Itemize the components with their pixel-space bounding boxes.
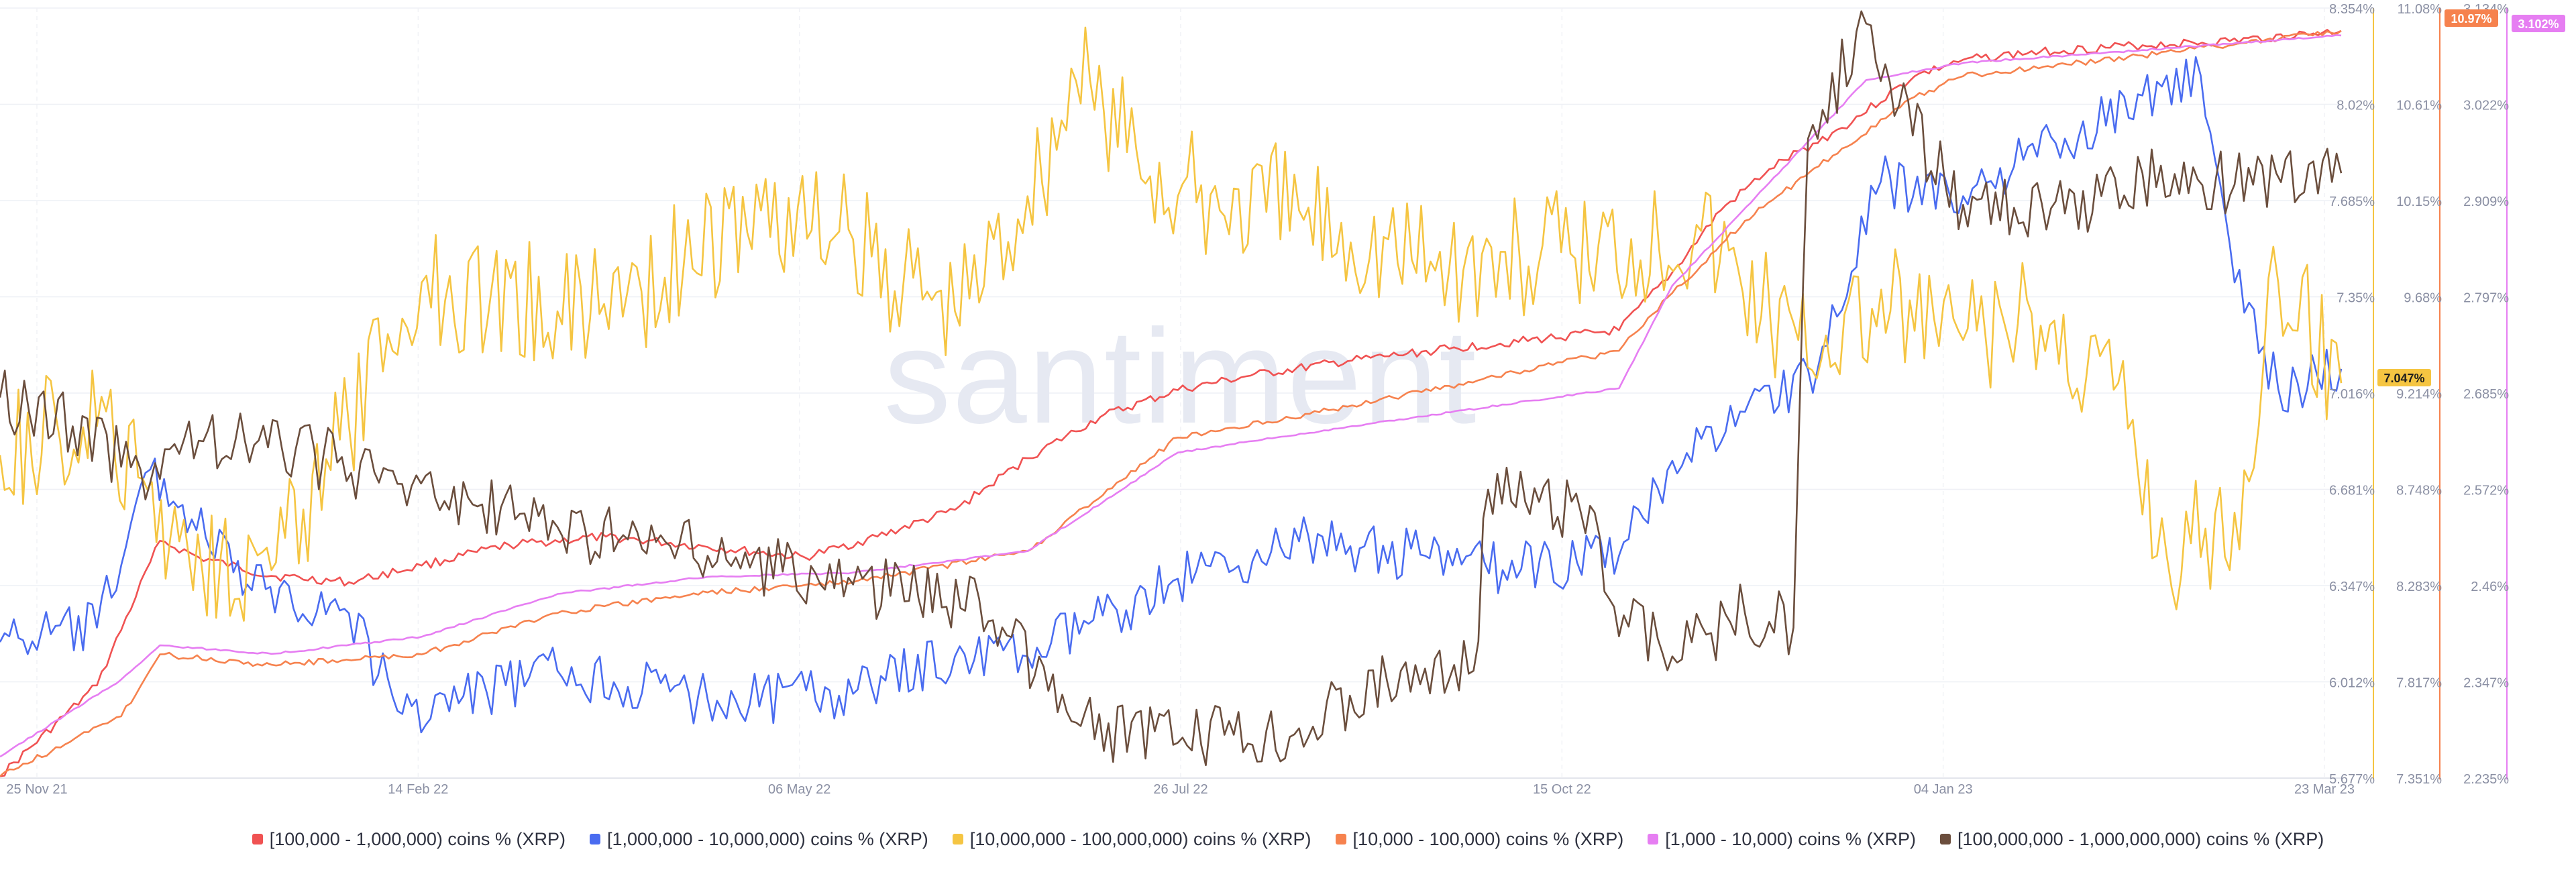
orange-current-badge <box>2445 9 2498 27</box>
series-line <box>0 56 2343 734</box>
pink-axis-tick: 2.46% <box>2471 580 2509 594</box>
legend-swatch <box>589 834 600 844</box>
x-axis: 25 Nov 21 14 Feb 22 06 May 22 26 Jul 22 15 O… <box>6 782 2355 797</box>
series-line <box>0 29 2342 777</box>
legend-label: [10,000 - 100,000) coins % (XRP) <box>1352 828 1624 849</box>
pink-axis-tick: 2.235% <box>2463 772 2509 787</box>
orange-axis-tick: 11.08% <box>2398 2 2443 17</box>
x-tick-label: 04 Jan 23 <box>1914 782 1973 797</box>
orange-axis-tick: 7.817% <box>2396 676 2442 691</box>
legend-swatch <box>252 834 263 844</box>
series-layer <box>0 10 2343 777</box>
pink-axis-tick: 2.572% <box>2463 484 2509 498</box>
pink-current-badge <box>2512 15 2565 32</box>
legend-item[interactable]: [100,000 - 1,000,000) coins % (XRP) <box>252 829 566 850</box>
yellow-axis-tick: 5.677% <box>2329 772 2375 787</box>
x-tick-label: 06 May 22 <box>768 782 830 797</box>
series-line <box>0 34 2342 758</box>
legend-item[interactable]: [1,000,000 - 10,000,000) coins % (XRP) <box>589 828 928 850</box>
orange-axis-tick: 7.351% <box>2396 772 2442 787</box>
pink-axis-tick: 3.022% <box>2463 99 2509 113</box>
x-tick-label: 15 Oct 22 <box>1533 782 1591 797</box>
legend-label: [1,000 - 10,000) coins % (XRP) <box>1665 828 1916 849</box>
yellow-axis-tick: 7.35% <box>2337 291 2375 306</box>
pink-axis-tick: 2.909% <box>2463 195 2509 209</box>
orange-axis-tick: 10.15% <box>2396 195 2442 209</box>
yellow-axis-tick: 8.02% <box>2337 99 2375 113</box>
x-tick-label: 14 Feb 22 <box>388 782 448 797</box>
legend: [100,000 - 1,000,000) coins % (XRP) [1,00… <box>0 822 2576 856</box>
yellow-axis-tick: 6.347% <box>2329 580 2375 594</box>
orange-axis-tick: 8.283% <box>2396 580 2442 594</box>
orange-axis-tick: 9.68% <box>2404 291 2442 306</box>
legend-item[interactable]: [10,000 - 100,000) coins % (XRP) <box>1335 828 1624 850</box>
orange-current-badge-label: 10.97% <box>2451 12 2491 25</box>
legend-label: [100,000 - 1,000,000) coins % (XRP) <box>269 828 566 849</box>
legend-item[interactable]: [100,000,000 - 1,000,000,000) coins % (X… <box>1939 828 2324 850</box>
pink-axis-tick: 2.347% <box>2463 676 2509 691</box>
series-line <box>0 10 2343 767</box>
yellow-axis-tick: 6.012% <box>2329 676 2375 691</box>
pink-current-badge-label: 3.102% <box>2518 17 2559 31</box>
legend-swatch <box>1648 834 1659 844</box>
legend-label: [10,000,000 - 100,000,000) coins % (XRP) <box>969 828 1311 849</box>
x-tick-label: 23 Mar 23 <box>2294 782 2355 797</box>
series-line <box>0 26 2343 622</box>
orange-axis-tick: 8.748% <box>2396 484 2442 498</box>
orange-axis-tick: 9.214% <box>2396 387 2442 402</box>
legend-label: [100,000,000 - 1,000,000,000) coins % (X… <box>1957 828 2324 849</box>
pink-axis-tick: 2.685% <box>2463 387 2509 402</box>
legend-item[interactable]: [1,000 - 10,000) coins % (XRP) <box>1648 829 1916 850</box>
legend-item[interactable]: [10,000,000 - 100,000,000) coins % (XRP) <box>952 828 1311 850</box>
y-axes: 8.354% 8.02% 7.685% 7.35% 7.016% 6.681% 6.347%… <box>2329 2 2565 787</box>
santiment-watermark: santiment <box>883 302 1477 451</box>
yellow-axis-tick: 8.354% <box>2329 2 2375 17</box>
legend-swatch <box>1939 834 1951 844</box>
yellow-axis-tick: 7.685% <box>2329 195 2375 209</box>
legend-swatch <box>952 834 963 844</box>
yellow-axis-tick: 7.016% <box>2329 387 2375 402</box>
chart-canvas: santiment 25 Nov 21 14 Feb 22 06 May 22 26 … <box>0 2 2565 797</box>
yellow-axis-tick: 6.681% <box>2329 484 2375 498</box>
yellow-current-badge-label: 7.047% <box>2383 372 2424 385</box>
x-tick-label: 26 Jul 22 <box>1153 782 1208 797</box>
series-line <box>0 30 2342 777</box>
orange-axis-tick: 10.61% <box>2396 99 2442 113</box>
pink-axis-tick: 2.797% <box>2463 291 2509 306</box>
x-tick-label: 25 Nov 21 <box>6 782 67 797</box>
legend-swatch <box>1335 834 1346 844</box>
legend-label: [1,000,000 - 10,000,000) coins % (XRP) <box>606 828 928 849</box>
yellow-current-badge <box>2377 369 2431 386</box>
